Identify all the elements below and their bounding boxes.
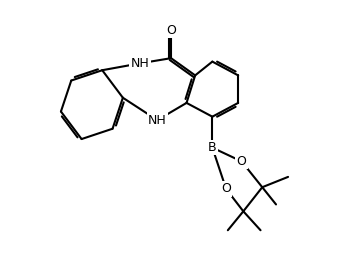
- Text: O: O: [237, 155, 246, 168]
- Text: NH: NH: [131, 57, 149, 70]
- Text: O: O: [221, 182, 231, 195]
- Text: O: O: [166, 24, 176, 37]
- Text: B: B: [208, 141, 217, 154]
- Text: NH: NH: [148, 114, 167, 126]
